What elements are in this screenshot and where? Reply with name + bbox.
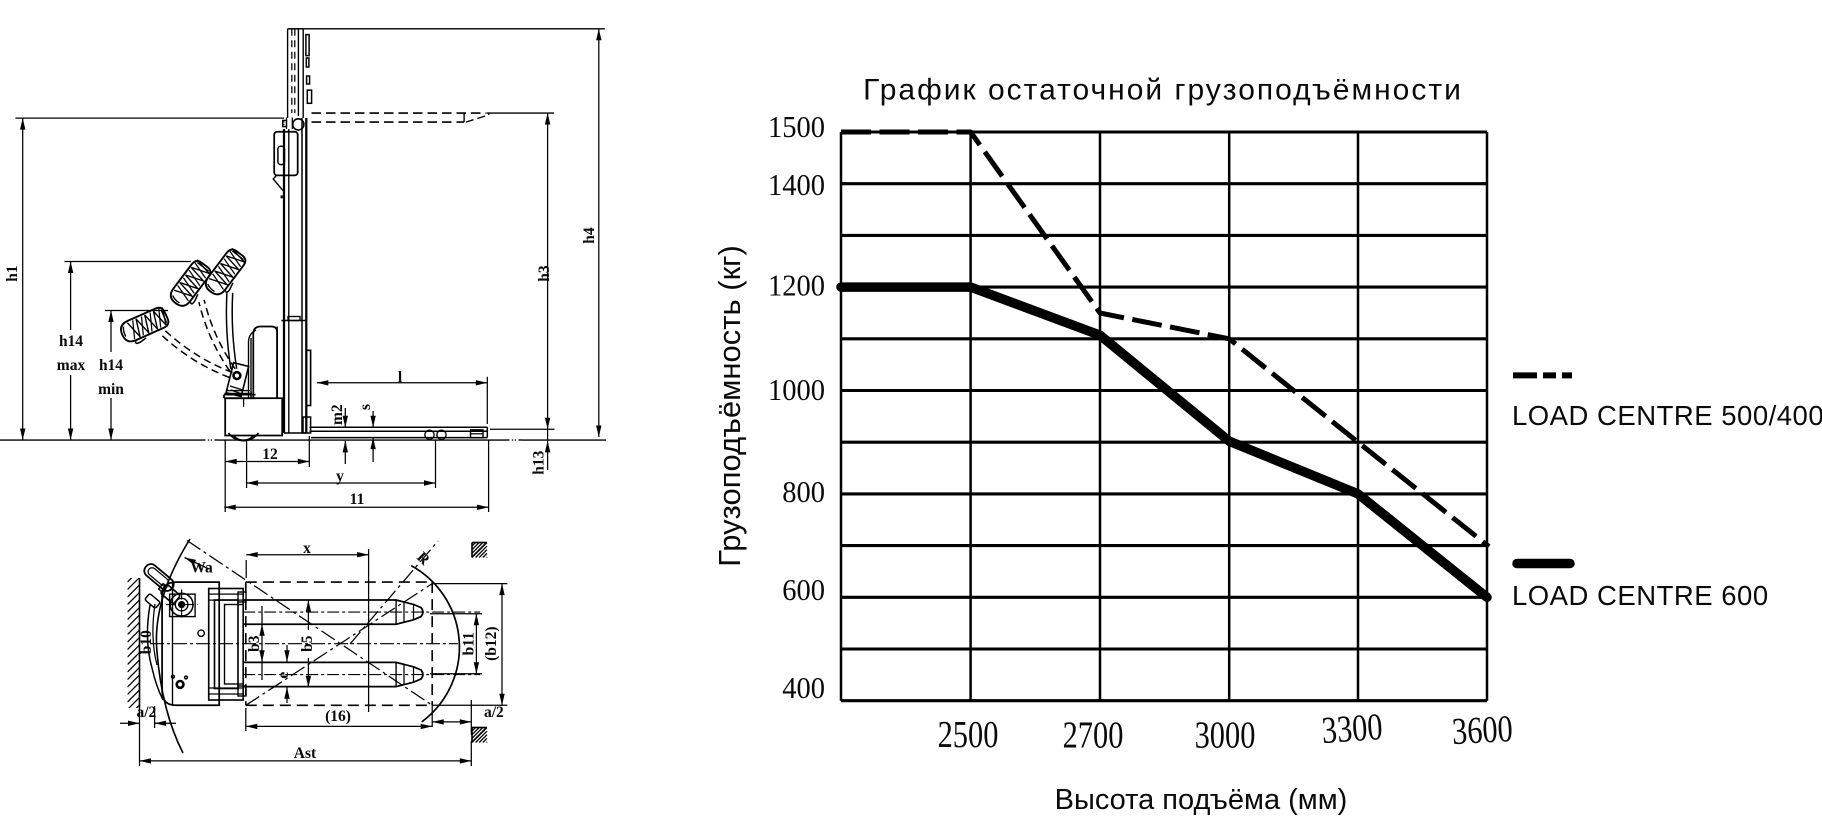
svg-text:(16): (16) bbox=[325, 708, 351, 725]
svg-text:600: 600 bbox=[782, 573, 825, 607]
svg-text:2500: 2500 bbox=[938, 714, 999, 756]
svg-text:h14: h14 bbox=[59, 333, 83, 350]
svg-text:a/2: a/2 bbox=[484, 704, 504, 721]
svg-text:Wa: Wa bbox=[190, 560, 213, 577]
svg-text:1000: 1000 bbox=[768, 373, 825, 407]
svg-text:3300: 3300 bbox=[1320, 706, 1384, 752]
svg-text:11: 11 bbox=[350, 491, 365, 508]
svg-text:LOAD CENTRE 500/400: LOAD CENTRE 500/400 bbox=[1512, 400, 1822, 431]
svg-text:min: min bbox=[98, 381, 124, 398]
svg-text:2700: 2700 bbox=[1063, 714, 1124, 756]
svg-text:1200: 1200 bbox=[768, 268, 825, 302]
svg-text:b10: b10 bbox=[138, 630, 155, 654]
svg-text:График остаточной грузоподъёмн: График остаточной грузоподъёмности bbox=[863, 74, 1463, 107]
svg-text:3600: 3600 bbox=[1451, 708, 1514, 753]
svg-text:h4: h4 bbox=[581, 227, 598, 244]
svg-text:Высота подъёма (мм): Высота подъёма (мм) bbox=[1055, 784, 1348, 816]
svg-text:400: 400 bbox=[782, 671, 825, 705]
svg-text:b3: b3 bbox=[246, 635, 263, 652]
svg-text:a/2: a/2 bbox=[136, 704, 156, 721]
svg-text:1400: 1400 bbox=[768, 168, 825, 202]
svg-text:800: 800 bbox=[782, 475, 825, 509]
svg-text:12: 12 bbox=[262, 446, 278, 463]
svg-text:max: max bbox=[57, 357, 86, 374]
svg-text:s: s bbox=[357, 404, 374, 410]
svg-text:x: x bbox=[303, 540, 311, 557]
svg-text:h14: h14 bbox=[99, 357, 123, 374]
svg-text:h1: h1 bbox=[4, 265, 21, 281]
svg-text:b11: b11 bbox=[461, 632, 478, 655]
svg-text:Грузоподъёмность (кг): Грузоподъёмность (кг) bbox=[712, 245, 747, 567]
svg-text:h3: h3 bbox=[536, 265, 553, 282]
svg-text:(b12): (b12) bbox=[483, 626, 500, 660]
svg-text:1500: 1500 bbox=[768, 110, 825, 144]
svg-text:y: y bbox=[336, 468, 344, 485]
svg-text:b5: b5 bbox=[299, 635, 316, 652]
svg-text:Ast: Ast bbox=[294, 745, 317, 762]
svg-text:e: e bbox=[275, 672, 292, 679]
svg-text:3000: 3000 bbox=[1195, 714, 1256, 756]
svg-text:LOAD CENTRE 600: LOAD CENTRE 600 bbox=[1512, 580, 1769, 611]
svg-text:l: l bbox=[398, 369, 403, 386]
svg-text:h13: h13 bbox=[531, 450, 548, 474]
svg-text:m2: m2 bbox=[329, 404, 346, 425]
